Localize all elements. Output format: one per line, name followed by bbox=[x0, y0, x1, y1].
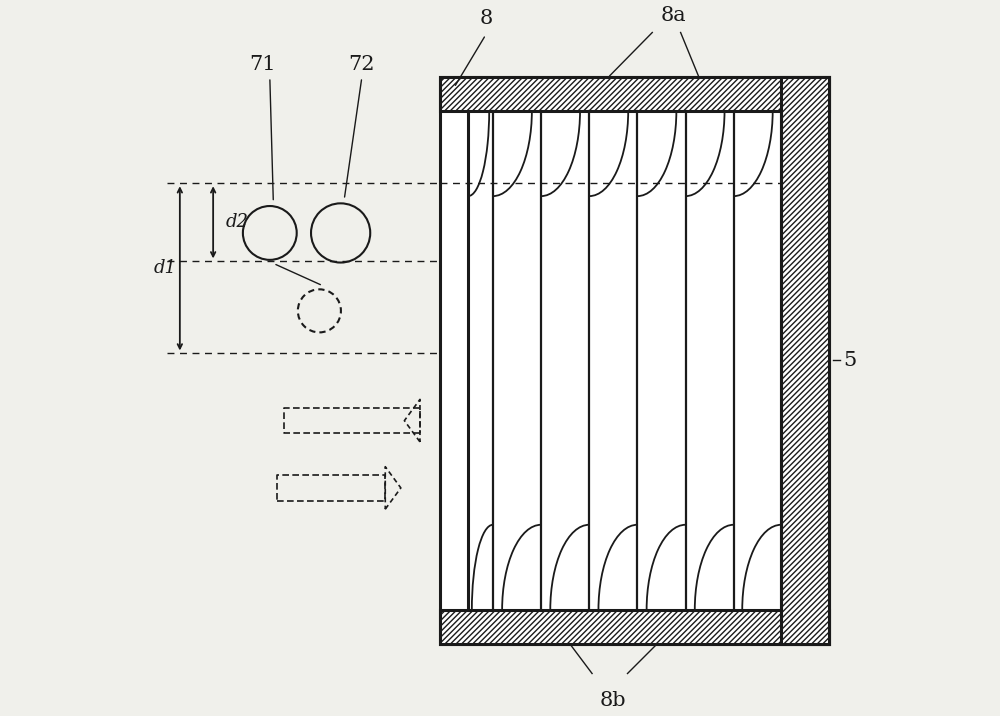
Text: 5: 5 bbox=[844, 351, 857, 370]
Bar bbox=[781, 77, 829, 644]
Bar bbox=[468, 111, 781, 610]
Text: d1: d1 bbox=[153, 259, 176, 277]
Text: 8a: 8a bbox=[661, 6, 686, 25]
Bar bbox=[440, 610, 829, 644]
Bar bbox=[440, 77, 829, 111]
Bar bbox=[440, 77, 829, 644]
Text: 8: 8 bbox=[479, 9, 492, 27]
Text: 8b: 8b bbox=[600, 691, 627, 710]
Text: d2: d2 bbox=[226, 213, 249, 231]
Text: 71: 71 bbox=[249, 54, 276, 74]
Text: 72: 72 bbox=[349, 54, 375, 74]
